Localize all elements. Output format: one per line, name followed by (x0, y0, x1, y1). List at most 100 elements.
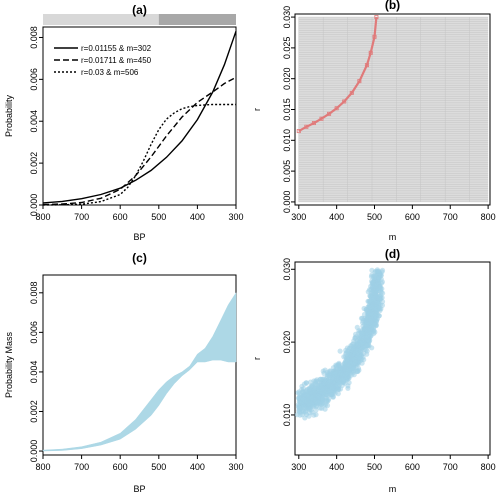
scatter-cloud (294, 267, 386, 421)
y-tick-label: 0.020 (282, 331, 292, 354)
legend-entry: r=0.03 & m=506 (81, 68, 139, 77)
scatter-point (369, 272, 375, 278)
x-tick-label: 800 (35, 462, 50, 472)
y-axis-label: Probability Mass (4, 331, 14, 398)
series-line (42, 30, 237, 204)
scatter-point (301, 381, 307, 387)
scatter-point (319, 400, 325, 406)
scatter-point (296, 389, 302, 395)
x-tick-label: 500 (367, 212, 382, 222)
path-point (364, 63, 369, 68)
path-point (319, 116, 324, 121)
legend-entry: r=0.01711 & m=450 (81, 56, 152, 65)
scatter-point (376, 268, 382, 274)
x-tick-label: 600 (405, 212, 420, 222)
scatter-point (370, 279, 376, 285)
scatter-point (363, 319, 369, 325)
y-tick-label: 0.000 (29, 440, 39, 463)
scatter-point (373, 306, 379, 312)
scatter-point (363, 347, 369, 353)
scatter-point (300, 389, 306, 395)
scatter-point (379, 286, 385, 292)
panel-c: (c) BP Probability Mass 800 700 600 500 400 300 0… (4, 251, 244, 494)
scatter-point (343, 366, 349, 372)
scatter-point (353, 334, 359, 340)
scatter-point (315, 399, 321, 405)
scatter-point (368, 324, 375, 330)
scatter-point (368, 317, 374, 323)
scatter-point (340, 376, 346, 382)
path-point (311, 121, 316, 126)
x-tick-label: 400 (329, 212, 344, 222)
scatter-point (337, 348, 343, 354)
path-point (342, 99, 347, 104)
y-tick-label: 0.025 (282, 37, 292, 60)
period-bar-segment (43, 14, 159, 25)
x-tick-label: 500 (367, 462, 382, 472)
scatter-point (310, 383, 316, 389)
scatter-point (309, 395, 315, 401)
scatter-point (343, 351, 349, 357)
scatter-point (355, 368, 361, 375)
x-tick-label: 600 (113, 462, 128, 472)
scatter-point (307, 400, 313, 406)
x-tick-label: 300 (228, 212, 243, 222)
x-tick-label: 700 (74, 462, 89, 472)
plot-frame (294, 261, 491, 456)
scatter-point (376, 275, 382, 281)
y-tick-label: 0.010 (282, 129, 292, 152)
highlight-path (298, 16, 378, 133)
y-tick-label: 0.000 (282, 191, 292, 214)
scatter-point (320, 396, 326, 402)
x-tick-label: 800 (35, 212, 50, 222)
y-tick-label: 0.004 (29, 361, 39, 384)
panel-a: (a) BP Probability 800 700 600 500 400 300 0.000 0… (4, 3, 244, 242)
x-tick-label: 800 (481, 212, 496, 222)
path-point (372, 34, 377, 39)
y-tick-label: 0.030 (282, 258, 292, 281)
probability-band (42, 291, 237, 452)
y-tick-label: 0.030 (282, 6, 292, 29)
scatter-point (330, 384, 336, 390)
scatter-point (373, 313, 379, 320)
scatter-point (331, 375, 337, 381)
scatter-point (335, 391, 341, 397)
scatter-point (299, 405, 305, 411)
scatter-point (364, 308, 370, 314)
path-point (327, 111, 332, 116)
y-axis-label: Probability (4, 94, 14, 137)
scatter-point (317, 376, 324, 382)
chart-title: (a) (132, 3, 147, 17)
y-tick-label: 0.008 (29, 26, 39, 49)
y-tick-label: 0.006 (29, 321, 39, 344)
y-axis-label: r (252, 108, 262, 111)
scatter-point (353, 347, 359, 353)
scatter-point (336, 360, 342, 366)
scatter-point (363, 326, 369, 332)
series-line (42, 76, 237, 206)
chart-title: (b) (385, 0, 400, 12)
chart-title: (d) (385, 247, 400, 261)
legend-entry: r=0.01155 & m=302 (81, 44, 152, 53)
y-tick-label: 0.004 (29, 110, 39, 133)
x-tick-label: 800 (481, 462, 496, 472)
scatter-point (315, 393, 321, 399)
x-tick-label: 400 (190, 462, 205, 472)
scatter-point (324, 402, 331, 409)
scatter-point (303, 411, 310, 418)
chart-title: (c) (132, 251, 147, 265)
y-tick-label: 0.005 (282, 160, 292, 183)
scatter-point (376, 296, 382, 302)
scatter-point (349, 356, 355, 362)
scatter-point (321, 380, 327, 386)
scatter-point (342, 371, 349, 377)
x-tick-label: 600 (113, 212, 128, 222)
scatter-point (373, 283, 379, 289)
scatter-point (307, 406, 313, 413)
scatter-point (366, 298, 372, 304)
x-tick-label: 500 (151, 462, 166, 472)
x-tick-label: 700 (443, 212, 458, 222)
scatter-point (318, 389, 324, 395)
y-axis-label: r (252, 357, 262, 360)
